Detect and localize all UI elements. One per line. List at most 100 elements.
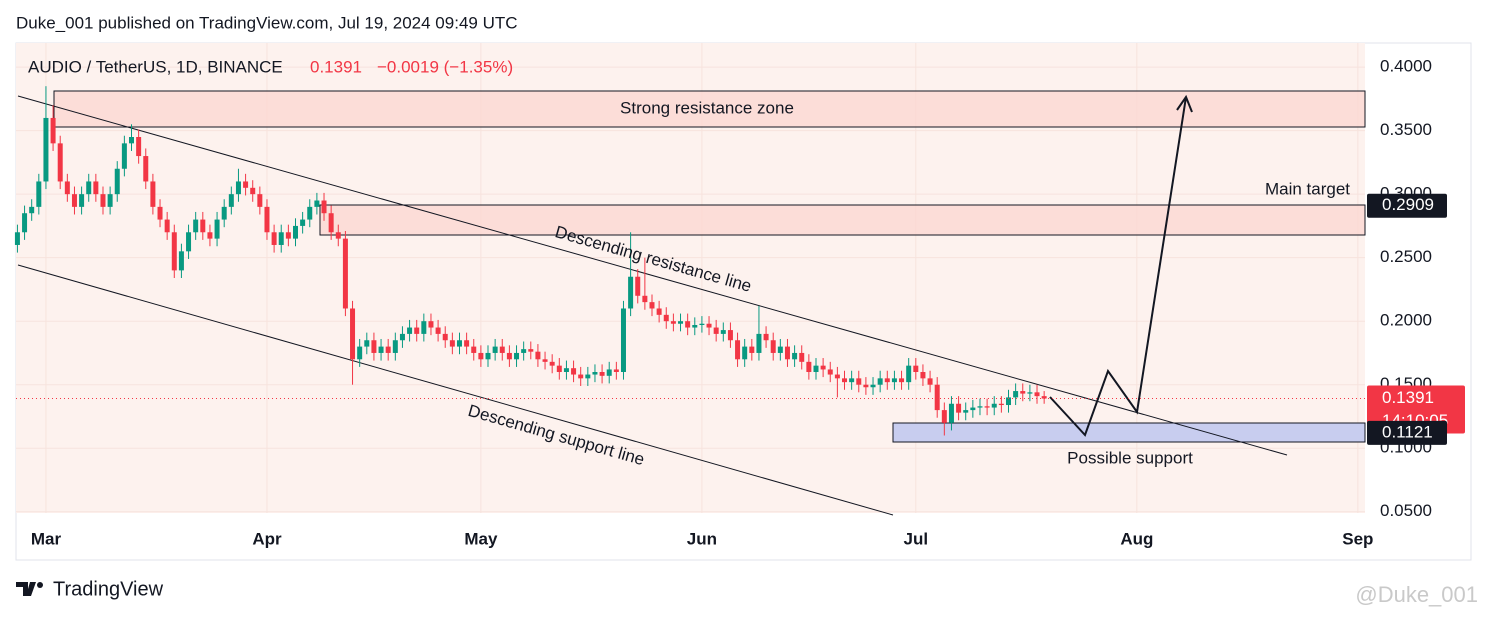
candle-body (121, 143, 127, 169)
candle-body (392, 340, 398, 353)
candle-body (1041, 396, 1047, 399)
x-tick-label: Sep (1342, 529, 1373, 548)
candle-body (456, 340, 462, 347)
candle-body (371, 340, 377, 353)
candle-body (478, 352, 484, 360)
price-change: −0.0019 (−1.35%) (377, 57, 513, 76)
candle-body (620, 308, 626, 372)
candle-body (784, 346, 790, 360)
candle-body (150, 181, 156, 207)
candle-body (670, 321, 676, 324)
candle-body (970, 407, 976, 411)
candle-body (407, 327, 413, 334)
candle-body (542, 359, 548, 362)
candle-body (1034, 392, 1040, 397)
candle-body (720, 330, 726, 334)
candle-body (599, 372, 605, 376)
candle-body (834, 374, 840, 379)
projection-path (1049, 96, 1187, 437)
candle-body (585, 374, 591, 379)
candle-body (64, 181, 70, 195)
candle-body (364, 340, 370, 347)
candle-body (870, 384, 876, 388)
candle-body (941, 410, 947, 423)
candle-body (856, 378, 862, 385)
candle-body (891, 378, 897, 383)
candle-body (756, 333, 762, 353)
candle-body (499, 346, 505, 353)
candle-body (913, 365, 919, 372)
candle-body (934, 384, 940, 411)
candles (14, 86, 1047, 436)
candle-body (842, 378, 848, 383)
candle-body (342, 238, 348, 309)
symbol-title: AUDIO / TetherUS, 1D, BINANCE (28, 57, 283, 76)
last-price: 0.1391 (310, 57, 362, 76)
candle-body (264, 206, 270, 233)
candle-body (143, 156, 149, 182)
candle-body (471, 346, 477, 353)
candle-body (71, 194, 77, 207)
candle-body (414, 327, 420, 334)
candle-body (806, 361, 812, 372)
candle-body (449, 340, 455, 347)
candle-body (506, 352, 512, 360)
candle-body (271, 232, 277, 245)
logo-icon (16, 582, 36, 596)
candle-body (742, 346, 748, 360)
x-tick-label: May (464, 529, 498, 548)
candle-body (991, 403, 997, 408)
candle-body (285, 232, 291, 239)
logo-text: TradingView (53, 578, 164, 600)
support-line (17, 264, 894, 516)
candle-body (221, 206, 227, 220)
candle-body (820, 365, 826, 370)
candle-body (1013, 391, 1019, 398)
candle-body (79, 194, 85, 207)
candle-body (521, 349, 527, 353)
candle-body (877, 378, 883, 385)
candle-body (613, 369, 619, 372)
candle-body (100, 194, 106, 207)
target-zone (319, 204, 1366, 236)
publish-header: Duke_001 published on TradingView.com, J… (16, 13, 518, 32)
candle-body (920, 372, 926, 379)
candle-body (385, 346, 391, 353)
candle-body (827, 369, 833, 375)
candle-body (22, 213, 28, 233)
candle-body (250, 187, 256, 195)
candle-body (399, 333, 405, 341)
candle-body (107, 194, 113, 207)
y-tick-label: 0.2500 (1380, 247, 1432, 266)
candle-body (314, 200, 320, 207)
candle-body (186, 232, 192, 252)
watermark: @Duke_001 (1355, 582, 1478, 607)
candle-body (335, 232, 341, 239)
candle-body (549, 361, 555, 366)
candle-body (578, 374, 584, 379)
support-label: Possible support (1067, 448, 1193, 467)
zone-label: Strong resistance zone (620, 98, 794, 117)
candle-body (1020, 391, 1026, 394)
candle-body (228, 194, 234, 207)
candle-body (763, 333, 769, 341)
target-label: Main target (1265, 179, 1350, 198)
candle-body (571, 368, 577, 375)
price-badge-label: 0.2909 (1382, 195, 1434, 214)
candle-body (792, 352, 798, 360)
price-badge (1367, 193, 1447, 218)
candle-body (656, 308, 662, 315)
candle-body (899, 378, 905, 383)
logo-dot (37, 582, 43, 588)
candle-body (813, 365, 819, 372)
candle-body (200, 219, 206, 233)
candle-body (442, 333, 448, 341)
y-tick-label: 0.4000 (1380, 57, 1432, 76)
candle-body (1005, 397, 1011, 406)
candle-body (735, 340, 741, 360)
candle-body (628, 276, 634, 309)
candle-body (685, 321, 691, 328)
drawings (17, 90, 1366, 516)
